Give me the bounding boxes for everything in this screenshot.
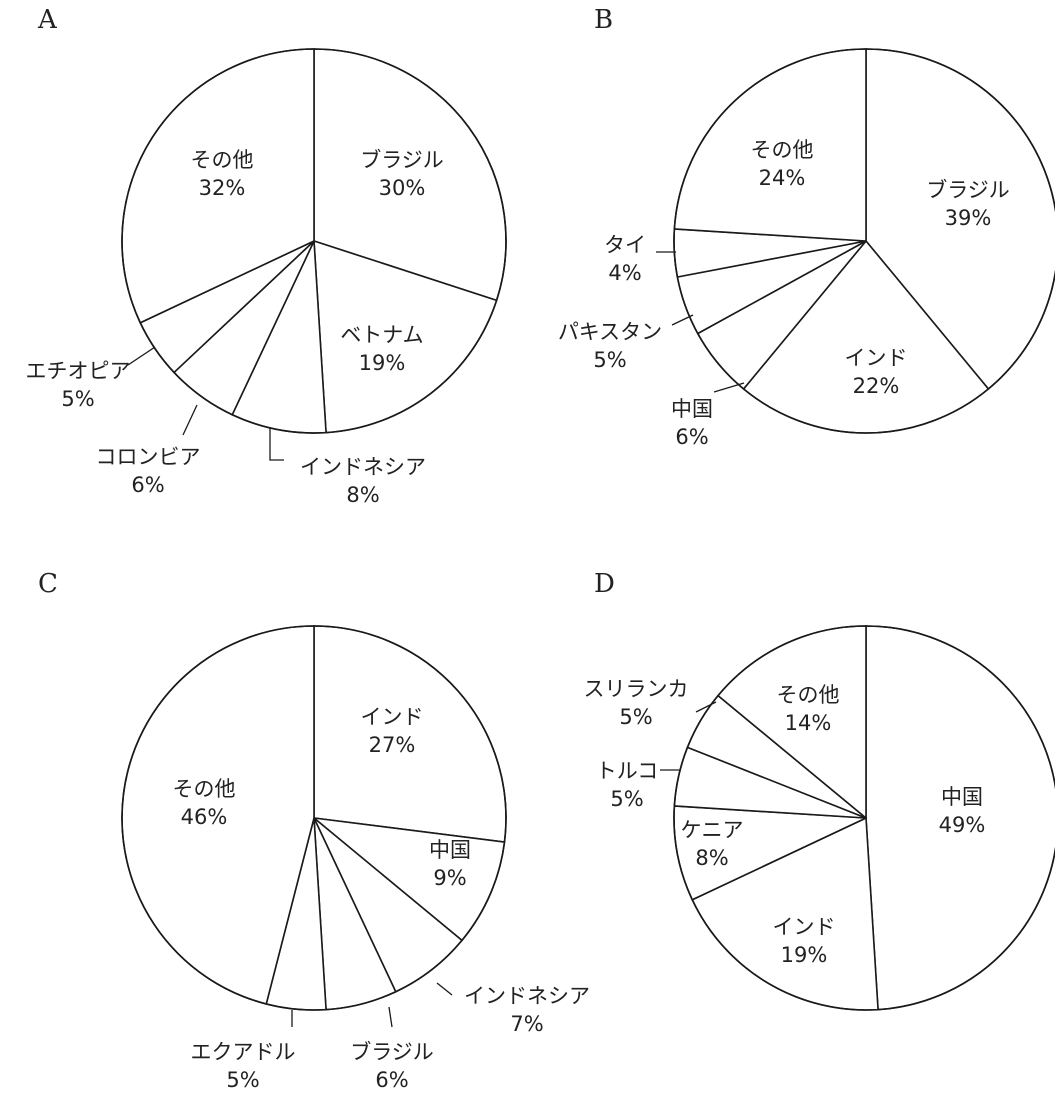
slice-percent-label: 14%: [785, 711, 832, 735]
slice-label: 中国: [671, 397, 713, 421]
panel-letter: C: [38, 569, 58, 599]
slice-label: その他: [751, 138, 814, 162]
slice-label: その他: [777, 683, 840, 707]
slice-percent-label: 49%: [939, 813, 986, 837]
leader-line: [388, 1006, 393, 1028]
slice-label: ブラジル: [926, 178, 1010, 202]
slice-percent-label: 6%: [375, 1068, 408, 1092]
leader-line: [436, 982, 453, 996]
slice-label: タイ: [604, 233, 646, 257]
slice-percent-label: 30%: [379, 176, 426, 200]
slice-label: スリランカ: [584, 677, 689, 701]
leader-line: [713, 382, 745, 393]
slice-label: ベトナム: [340, 323, 423, 347]
slice-percent-label: 24%: [759, 166, 806, 190]
leader-line: [269, 428, 284, 461]
pie-panel-b: B ブラジル 39% インド 22% 中国 6% パキスタン 5% タイ 4% その他 24%: [558, 5, 1055, 449]
slice-percent-label: 6%: [131, 473, 164, 497]
panel-letter: B: [594, 5, 613, 35]
slice-percent-label: 5%: [610, 787, 643, 811]
slice-percent-label: 32%: [199, 176, 246, 200]
leader-line: [695, 701, 717, 713]
slice-label: トルコ: [596, 759, 659, 783]
slice-percent-label: 27%: [369, 733, 416, 757]
slice-label: エチオピア: [26, 359, 131, 383]
slice-percent-label: 5%: [226, 1068, 259, 1092]
slice-percent-label: 19%: [359, 351, 406, 375]
slice-label: インド: [845, 346, 908, 370]
pie-outline: [673, 48, 1055, 434]
slice-percent-label: 19%: [781, 943, 828, 967]
slice-label: ケニア: [681, 818, 744, 842]
slice-label: 中国: [941, 785, 983, 809]
leader-line: [671, 314, 694, 326]
slice-percent-label: 22%: [853, 374, 900, 398]
slice-percent-label: 4%: [608, 261, 641, 285]
slice-label: パキスタン: [558, 320, 662, 344]
panel-letter: D: [594, 569, 615, 599]
panel-letter: A: [37, 5, 58, 35]
slice-label: エクアドル: [191, 1040, 296, 1064]
slice-percent-label: 46%: [181, 805, 228, 829]
slice-label: インドネシア: [300, 455, 426, 479]
slice-percent-label: 6%: [675, 425, 708, 449]
slice-percent-label: 5%: [619, 705, 652, 729]
slice-percent-label: 5%: [593, 348, 626, 372]
slice-label: ブラジル: [360, 148, 444, 172]
slice-label: インド: [361, 705, 424, 729]
slice-percent-label: 7%: [510, 1012, 543, 1036]
slice-label: インドネシア: [464, 984, 590, 1008]
slice-percent-label: 39%: [945, 206, 992, 230]
slice-label: インド: [773, 915, 836, 939]
leader-line: [182, 404, 198, 436]
slice-percent-label: 9%: [433, 866, 466, 890]
leader-line: [127, 346, 156, 366]
slice-percent-label: 5%: [61, 387, 94, 411]
pie-panel-a: A ブラジル 30% ベトナム 19% インドネシア 8% コロンビア 6% エチオピア 5% その他…: [26, 5, 507, 507]
pie-outline: [121, 48, 507, 434]
pie-panel-c: C インド 27% 中国 9% インドネシア 7% ブラジル 6% エクアドル 5% その他 46%: [38, 569, 590, 1092]
slice-label: 中国: [429, 838, 471, 862]
pie-outline: [121, 625, 507, 1011]
slice-label: コロンビア: [96, 445, 201, 469]
slice-label: その他: [173, 777, 236, 801]
slice-percent-label: 8%: [695, 846, 728, 870]
slice-label: ブラジル: [350, 1040, 434, 1064]
slice-label: その他: [191, 148, 254, 172]
pie-panel-d: D 中国 49% インド 19% ケニア 8% トルコ 5% スリランカ 5% その他 14%: [584, 569, 1055, 1011]
slice-percent-label: 8%: [346, 483, 379, 507]
pie-outline: [673, 625, 1055, 1011]
